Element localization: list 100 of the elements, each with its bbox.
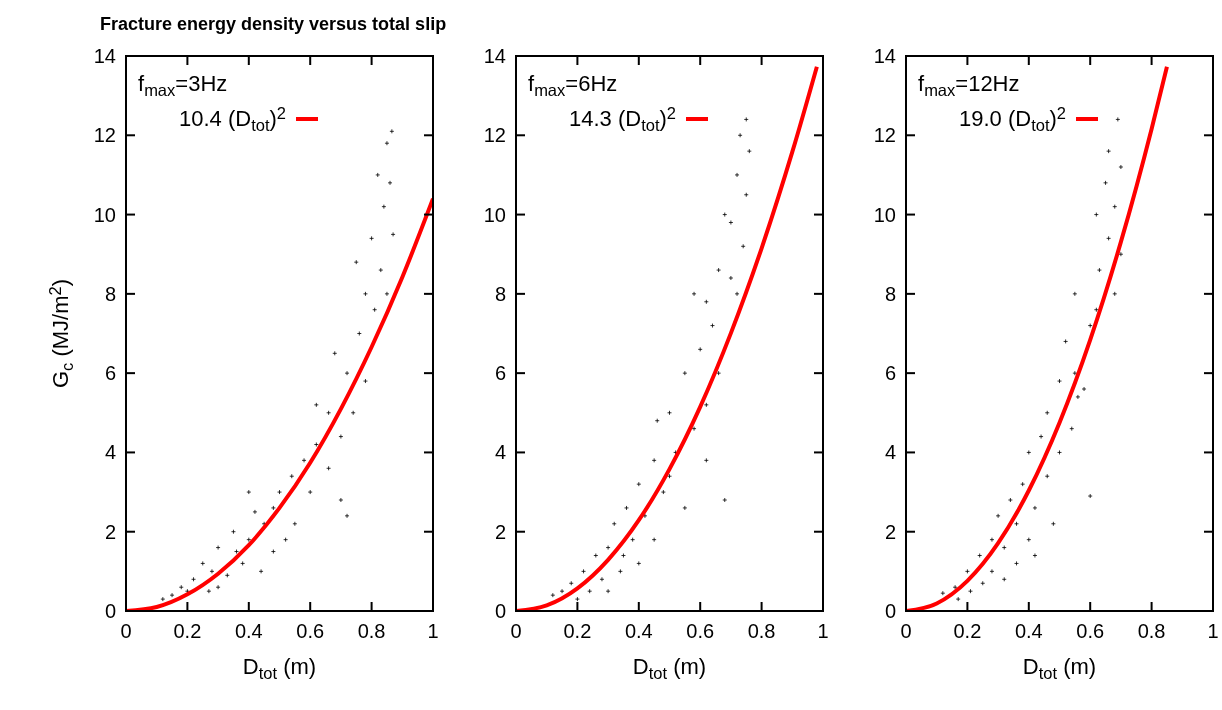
point	[746, 148, 752, 154]
point	[246, 537, 252, 543]
point	[344, 513, 350, 519]
point	[581, 568, 586, 574]
x-tick-label: 0.6	[686, 620, 715, 642]
line-series	[516, 64, 819, 611]
y-tick-label: 2	[104, 520, 116, 543]
point	[599, 576, 605, 582]
point	[740, 243, 746, 249]
y-tick-label: 8	[884, 282, 896, 305]
point	[1057, 378, 1062, 384]
point	[215, 584, 221, 590]
point	[326, 465, 332, 471]
point	[1072, 370, 1078, 376]
point	[691, 291, 697, 297]
point	[651, 537, 657, 543]
point	[338, 434, 344, 439]
point	[722, 497, 728, 503]
point	[209, 568, 215, 574]
annotation: f$_{max}$=3Hz	[138, 71, 228, 100]
point	[624, 505, 629, 511]
point	[252, 509, 258, 515]
x-tick-label: 0.8	[357, 620, 386, 642]
point	[1093, 307, 1099, 313]
point	[1032, 505, 1038, 511]
point	[743, 117, 749, 122]
point	[621, 553, 626, 558]
y-tick-label: 6	[494, 362, 506, 385]
y-tick-label: 12	[873, 124, 896, 147]
point	[667, 473, 672, 479]
y-tick-label: 4	[884, 441, 896, 464]
point	[1038, 434, 1044, 439]
x-tick-label: 0.2	[953, 620, 982, 642]
point	[375, 172, 381, 178]
y-tick-label: 4	[104, 441, 116, 464]
point	[1026, 450, 1032, 455]
x-tick-label: 0.2	[173, 620, 202, 642]
point	[642, 513, 648, 519]
x-tick-label: 0	[900, 620, 912, 642]
point	[550, 592, 556, 598]
point	[691, 426, 697, 432]
point	[703, 299, 709, 305]
point	[313, 402, 319, 408]
line-series	[126, 196, 433, 611]
point	[682, 505, 688, 511]
point	[1115, 117, 1121, 122]
point	[980, 580, 986, 586]
point	[178, 584, 184, 590]
point	[384, 291, 390, 297]
y-tick-label: 10	[873, 203, 896, 226]
point	[1118, 164, 1124, 170]
point	[191, 576, 196, 582]
point	[390, 231, 396, 237]
point	[716, 267, 722, 273]
point	[1044, 410, 1050, 416]
point	[353, 259, 359, 265]
point	[952, 584, 958, 590]
point	[743, 192, 749, 198]
point	[363, 291, 368, 297]
point	[231, 529, 236, 535]
point	[1063, 339, 1069, 344]
annotation: f$_{max}$=12Hz	[918, 71, 1020, 100]
point	[224, 572, 230, 578]
point	[977, 553, 983, 558]
y-tick-label: 10	[93, 203, 116, 226]
point	[372, 307, 378, 313]
point	[593, 553, 599, 558]
point	[258, 568, 264, 574]
x-tick-label: 1	[427, 620, 439, 642]
point	[682, 370, 688, 376]
point	[1072, 291, 1078, 297]
point	[313, 442, 319, 447]
point	[363, 378, 368, 384]
point	[381, 204, 387, 210]
point	[965, 568, 970, 574]
legend-label: 19.0 (D$_{tot}$)$^{2}$	[958, 104, 1066, 135]
chart-title: Fracture energy density versus total slip	[100, 14, 447, 34]
x-tick-label: 0.2	[563, 620, 592, 642]
point	[270, 505, 276, 511]
point	[1001, 545, 1007, 550]
line-series	[906, 64, 1169, 611]
point	[697, 346, 703, 352]
y-tick-label: 4	[494, 441, 506, 464]
x-tick-label: 0.4	[1014, 620, 1043, 642]
point	[605, 545, 611, 550]
point	[1081, 386, 1087, 392]
point	[206, 588, 212, 594]
point	[378, 267, 384, 273]
point	[728, 220, 734, 225]
x-tick-label: 1	[1207, 620, 1219, 642]
point	[1097, 267, 1102, 273]
x-axis-title: D$_{tot}$ (m)	[632, 654, 707, 683]
y-tick-label: 0	[104, 600, 116, 622]
point	[575, 596, 580, 602]
point	[737, 132, 743, 138]
x-axis-title: D$_{tot}$ (m)	[242, 654, 317, 683]
point	[1032, 553, 1038, 558]
point	[955, 596, 961, 602]
point	[716, 370, 722, 376]
point	[651, 457, 657, 463]
